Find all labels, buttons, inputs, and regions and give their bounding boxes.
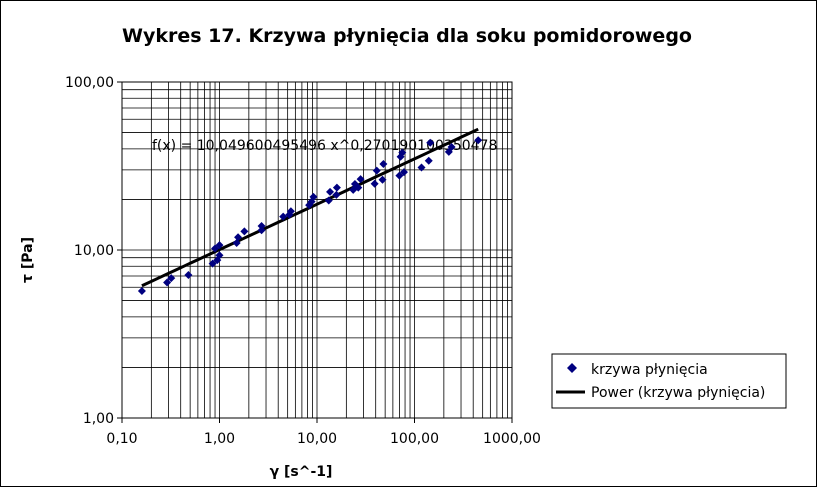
trendline-equation: f(x) = 10,049600495496 x^0,2701901003504… xyxy=(152,138,497,154)
data-point xyxy=(399,168,408,177)
data-point xyxy=(474,136,483,145)
legend: krzywa płynięcia Power (krzywa płynięcia… xyxy=(551,353,787,409)
data-point xyxy=(395,171,404,180)
grid-lines xyxy=(121,82,512,419)
data-point xyxy=(257,221,266,230)
y-tick-label: 1,00 xyxy=(83,411,114,427)
data-point xyxy=(215,251,224,260)
y-tick-label: 10,00 xyxy=(74,243,114,259)
x-tick-label: 1,00 xyxy=(204,431,235,447)
x-tick-label: 100,00 xyxy=(390,431,439,447)
data-point xyxy=(370,179,379,188)
chart-title: Wykres 17. Krzywa płynięcia dla soku pom… xyxy=(122,25,692,47)
data-point xyxy=(257,226,266,235)
data-point xyxy=(286,207,295,216)
data-point xyxy=(167,274,176,283)
data-point xyxy=(184,270,193,279)
data-point xyxy=(332,183,341,192)
data-point xyxy=(426,138,435,147)
data-point xyxy=(424,156,433,165)
data-point xyxy=(163,278,172,287)
data-point xyxy=(447,143,456,152)
y-tick-label: 100,00 xyxy=(65,75,114,91)
legend-label-series: krzywa płynięcia xyxy=(591,362,708,378)
data-point xyxy=(378,175,387,184)
y-axis-title: τ [Pa] xyxy=(20,237,36,283)
data-point xyxy=(379,160,388,169)
data-point xyxy=(326,187,335,196)
data-point xyxy=(324,196,333,205)
data-point xyxy=(208,259,217,268)
x-tick-label: 10,00 xyxy=(297,431,337,447)
data-point xyxy=(232,239,241,248)
data-point xyxy=(279,212,288,221)
data-point xyxy=(234,233,243,242)
data-point xyxy=(372,166,381,175)
legend-box xyxy=(551,353,787,409)
x-axis-title: γ [s^-1] xyxy=(270,464,333,480)
data-point xyxy=(137,287,146,296)
data-points xyxy=(137,136,483,296)
legend-diamond-marker xyxy=(567,363,577,373)
data-point xyxy=(356,175,365,184)
data-point xyxy=(398,148,407,157)
y-tick-labels: 1,00 10,00 100,00 xyxy=(65,75,122,427)
x-tick-label: 0,10 xyxy=(106,431,137,447)
x-tick-label: 1000,00 xyxy=(483,431,541,447)
data-point xyxy=(417,163,426,172)
data-point xyxy=(240,227,249,236)
data-point xyxy=(309,192,318,201)
data-point xyxy=(332,190,341,199)
data-point xyxy=(354,183,363,192)
legend-label-trend: Power (krzywa płynięcia) xyxy=(591,385,765,401)
data-point xyxy=(215,241,224,250)
x-tick-labels: 0,10 1,00 10,00 100,00 1000,00 xyxy=(106,418,541,447)
